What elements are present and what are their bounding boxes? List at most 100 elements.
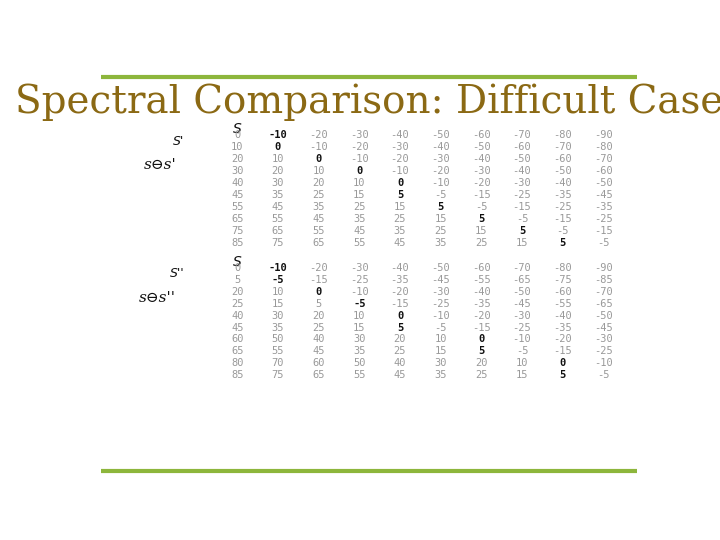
Text: 65: 65 (231, 214, 243, 224)
Text: s⊖s'': s⊖s'' (139, 291, 176, 305)
Text: -50: -50 (472, 143, 491, 152)
Text: 20: 20 (394, 334, 406, 345)
Text: S': S' (173, 135, 184, 148)
Text: 10: 10 (271, 287, 284, 297)
Text: 40: 40 (394, 359, 406, 368)
Text: 60: 60 (231, 334, 243, 345)
Text: 30: 30 (353, 334, 366, 345)
Text: -60: -60 (594, 166, 613, 176)
Text: -40: -40 (554, 178, 572, 188)
Text: 5: 5 (519, 226, 525, 236)
Text: -70: -70 (594, 154, 613, 164)
Text: 0: 0 (234, 263, 240, 273)
Text: 50: 50 (353, 359, 366, 368)
Text: -5: -5 (597, 370, 610, 380)
Text: -5: -5 (434, 190, 447, 200)
Text: 5: 5 (559, 370, 566, 380)
Text: 75: 75 (271, 238, 284, 248)
Text: -20: -20 (431, 166, 450, 176)
Text: -25: -25 (513, 190, 531, 200)
Text: 55: 55 (271, 214, 284, 224)
Text: 20: 20 (231, 154, 243, 164)
Text: -5: -5 (557, 226, 569, 236)
Text: 20: 20 (312, 310, 325, 321)
Text: 30: 30 (434, 359, 447, 368)
Text: -10: -10 (310, 143, 328, 152)
Text: -50: -50 (431, 263, 450, 273)
Text: 25: 25 (475, 370, 487, 380)
Text: 10: 10 (516, 359, 528, 368)
Text: 45: 45 (394, 370, 406, 380)
Text: S'': S'' (170, 267, 184, 280)
Text: -25: -25 (594, 347, 613, 356)
Text: 45: 45 (312, 214, 325, 224)
Text: 35: 35 (353, 214, 366, 224)
Text: -45: -45 (431, 275, 450, 285)
Text: 55: 55 (271, 347, 284, 356)
Text: 65: 65 (271, 226, 284, 236)
Text: 10: 10 (353, 178, 366, 188)
Text: 25: 25 (394, 214, 406, 224)
Text: -50: -50 (513, 154, 531, 164)
Text: -30: -30 (350, 263, 369, 273)
Text: -40: -40 (472, 154, 491, 164)
Text: 45: 45 (231, 190, 243, 200)
Text: 45: 45 (394, 238, 406, 248)
Text: -90: -90 (594, 131, 613, 140)
Text: -45: -45 (594, 190, 613, 200)
Text: -20: -20 (472, 310, 491, 321)
Text: -10: -10 (431, 310, 450, 321)
Text: 45: 45 (271, 202, 284, 212)
Text: -30: -30 (472, 166, 491, 176)
Text: -50: -50 (554, 166, 572, 176)
Text: 65: 65 (312, 370, 325, 380)
Text: -30: -30 (350, 131, 369, 140)
Text: -60: -60 (513, 143, 531, 152)
Text: 45: 45 (353, 226, 366, 236)
Text: -15: -15 (310, 275, 328, 285)
Text: -5: -5 (475, 202, 487, 212)
Text: 55: 55 (231, 202, 243, 212)
Text: 65: 65 (312, 238, 325, 248)
Text: 65: 65 (231, 347, 243, 356)
Text: 50: 50 (271, 334, 284, 345)
Text: 5: 5 (478, 214, 485, 224)
Text: 15: 15 (353, 190, 366, 200)
Text: -30: -30 (513, 178, 531, 188)
Text: 5: 5 (397, 190, 403, 200)
Text: -60: -60 (472, 131, 491, 140)
Text: -30: -30 (594, 334, 613, 345)
Text: -30: -30 (391, 143, 410, 152)
Text: 25: 25 (312, 322, 325, 333)
Text: 60: 60 (312, 359, 325, 368)
Text: -80: -80 (594, 143, 613, 152)
Text: 15: 15 (353, 322, 366, 333)
Text: -50: -50 (594, 310, 613, 321)
Text: -15: -15 (513, 202, 531, 212)
Text: 5: 5 (438, 202, 444, 212)
Text: 5: 5 (397, 322, 403, 333)
Text: -20: -20 (310, 131, 328, 140)
Text: -25: -25 (350, 275, 369, 285)
Text: 20: 20 (231, 287, 243, 297)
Text: -10: -10 (594, 359, 613, 368)
Text: 45: 45 (231, 322, 243, 333)
Text: -40: -40 (513, 166, 531, 176)
Text: 10: 10 (434, 334, 447, 345)
Text: -50: -50 (431, 131, 450, 140)
Text: -90: -90 (594, 263, 613, 273)
Text: 25: 25 (475, 238, 487, 248)
Text: -35: -35 (554, 190, 572, 200)
Text: 20: 20 (312, 178, 325, 188)
Text: 85: 85 (231, 370, 243, 380)
Text: -40: -40 (391, 131, 410, 140)
Text: 5: 5 (559, 238, 566, 248)
Text: 40: 40 (231, 178, 243, 188)
Text: 0: 0 (315, 287, 322, 297)
Text: -20: -20 (350, 143, 369, 152)
Text: 25: 25 (394, 347, 406, 356)
Text: 55: 55 (353, 238, 366, 248)
Text: -70: -70 (594, 287, 613, 297)
Text: 0: 0 (356, 166, 362, 176)
Text: -80: -80 (554, 263, 572, 273)
